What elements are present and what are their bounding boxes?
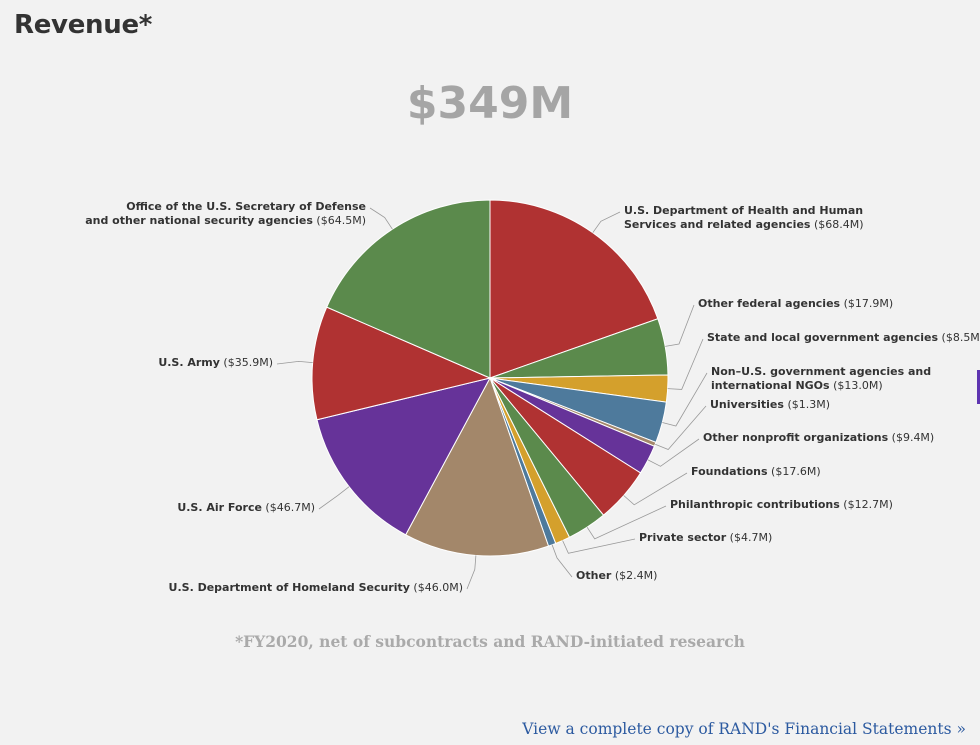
slice-label-name: Foundations: [691, 465, 768, 478]
slice-label: U.S. Department of Health and Human Servi…: [624, 204, 864, 231]
label-connector: [647, 438, 700, 467]
slice-label-value: ($46.7M): [262, 501, 315, 514]
label-connector: [662, 372, 708, 427]
label-connector: [592, 211, 621, 233]
slice-label: Private sector ($4.7M): [639, 531, 772, 544]
slice-label-name: U.S. Department of Homeland Security: [169, 581, 410, 594]
slice-label-value: ($12.7M): [840, 498, 893, 511]
pie-slice[interactable]: [311, 306, 492, 421]
footnote: *FY2020, net of subcontracts and RAND-in…: [235, 632, 745, 651]
slice-label: Other ($2.4M): [576, 569, 657, 582]
slice-label: Non–U.S. government agencies and internat…: [711, 365, 931, 392]
slice-label-value: ($35.9M): [220, 356, 273, 369]
slice-label-name: Office of the U.S. Secretary of Defense: [126, 200, 366, 213]
total-revenue: $349M: [406, 78, 574, 129]
slice-label-name: Services and related agencies: [624, 218, 811, 231]
page-title: Revenue*: [14, 10, 153, 40]
slice-label: Philanthropic contributions ($12.7M): [670, 498, 893, 511]
slice-label-name: Other: [576, 569, 612, 582]
slice-label-name: Philanthropic contributions: [670, 498, 840, 511]
label-connector: [551, 544, 573, 578]
slice-label: Other nonprofit organizations ($9.4M): [703, 431, 934, 444]
pie-slice[interactable]: [326, 199, 491, 379]
slice-label-value: ($17.6M): [768, 465, 821, 478]
slice-label-name: Other nonprofit organizations: [703, 431, 889, 444]
label-connector: [665, 304, 695, 347]
slice-label-value: ($4.7M): [726, 531, 772, 544]
slice-label-value: ($68.4M): [810, 218, 863, 231]
slice-label-value: ($46.0M): [410, 581, 463, 594]
slice-label-value: ($8.5M): [938, 331, 980, 344]
slice-label-value: ($17.9M): [840, 297, 893, 310]
slice-label-name: Other federal agencies: [698, 297, 841, 310]
label-connector: [655, 405, 707, 450]
slice-label-name: U.S. Air Force: [177, 501, 262, 514]
slice-label-name: U.S. Army: [158, 356, 220, 369]
slice-label-name: U.S. Department of Health and Human: [624, 204, 863, 217]
slice-label-name: Private sector: [639, 531, 727, 544]
slice-label-value: ($13.0M): [830, 379, 883, 392]
slice-label: Office of the U.S. Secretary of Defense a…: [85, 200, 366, 227]
label-connector: [586, 505, 667, 540]
financial-statements-link[interactable]: View a complete copy of RAND's Financial…: [522, 720, 966, 738]
slice-label-name: international NGOs: [711, 379, 830, 392]
slice-label-name: State and local government agencies: [707, 331, 938, 344]
slice-label-name: Non–U.S. government agencies and: [711, 365, 931, 378]
slice-label: U.S. Department of Homeland Security ($4…: [169, 581, 463, 594]
slice-label-value: ($9.4M): [888, 431, 934, 444]
slice-label: Other federal agencies ($17.9M): [698, 297, 893, 310]
slice-label: U.S. Army ($35.9M): [158, 356, 273, 369]
slice-label-value: ($1.3M): [784, 398, 830, 411]
slice-label-name: and other national security agencies: [85, 214, 313, 227]
side-tab-edge[interactable]: [977, 370, 980, 404]
slice-label: Universities ($1.3M): [710, 398, 830, 411]
label-connector: [369, 207, 393, 230]
slice-label-name: Universities: [710, 398, 784, 411]
label-connector: [623, 472, 688, 506]
slice-label: State and local government agencies ($8.…: [707, 331, 980, 344]
slice-label: U.S. Air Force ($46.7M): [177, 501, 315, 514]
slice-label-value: ($64.5M): [313, 214, 366, 227]
slice-label-value: ($2.4M): [611, 569, 657, 582]
label-connector: [466, 555, 477, 590]
slice-label: Foundations ($17.6M): [691, 465, 821, 478]
label-connector: [276, 360, 313, 365]
label-connector: [318, 486, 350, 510]
label-connector: [667, 338, 704, 390]
label-connector: [562, 538, 636, 554]
